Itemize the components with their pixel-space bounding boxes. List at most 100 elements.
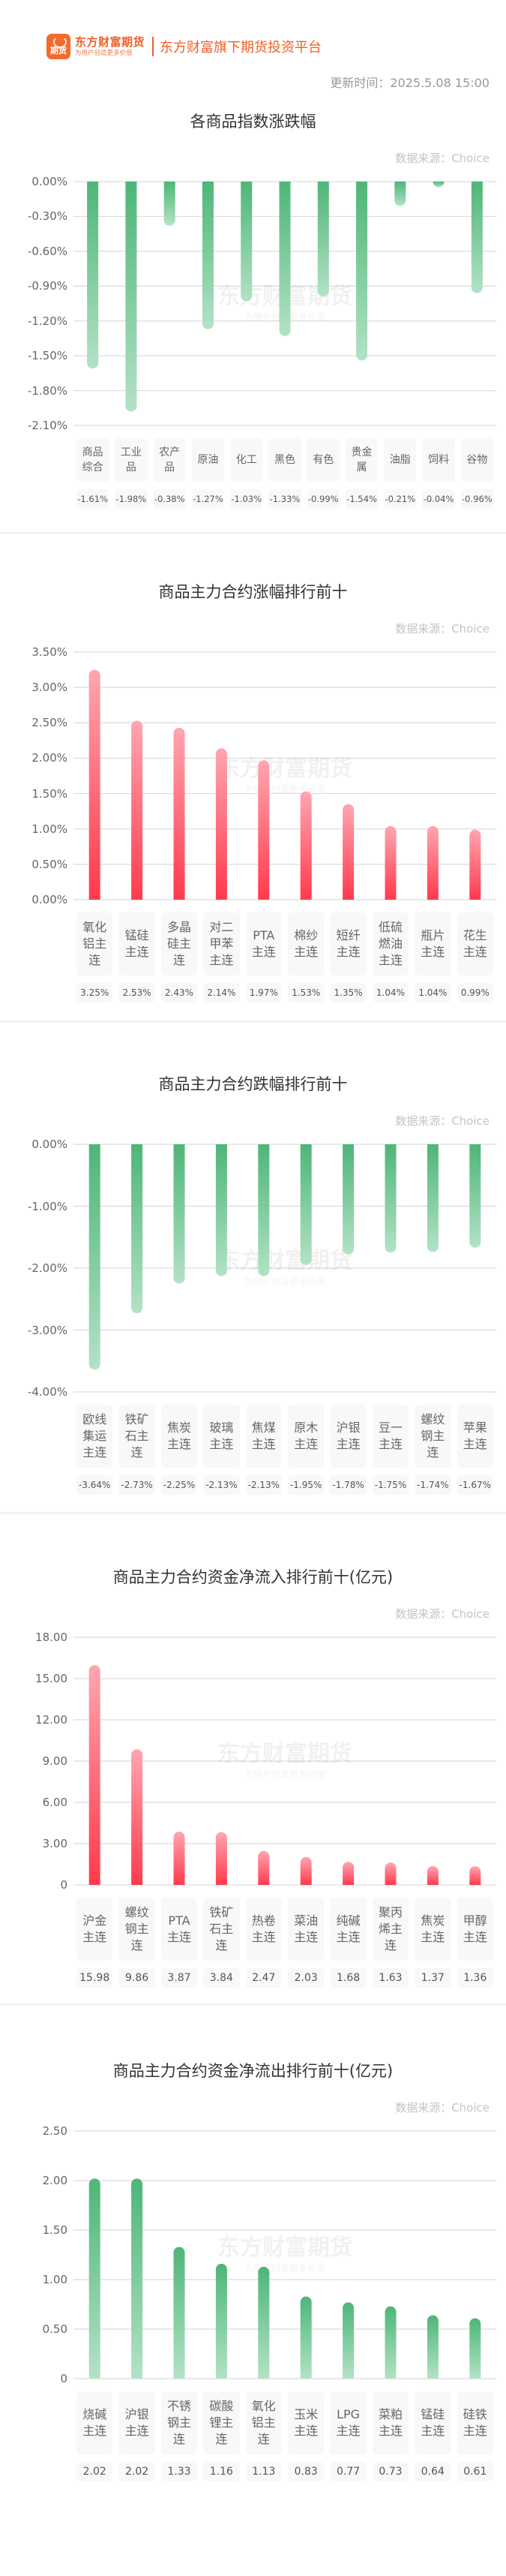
bar [279,182,291,336]
value-label: 1.36 [457,1968,493,1988]
chart-title: 商品主力合约跌幅排行前十 [158,1075,348,1093]
value-label: -0.04% [422,489,455,509]
bar [469,829,481,900]
category-label: 有色 [307,438,340,482]
value-label: -1.61% [76,489,109,509]
bar [427,1865,439,1885]
category-label: 硅铁主连 [457,2391,493,2454]
chart-title: 商品主力合约涨幅排行前十 [158,583,348,601]
section-divider [0,1020,506,1023]
y-tick-label: 15.00 [35,1672,67,1685]
category-label: 氧化铝主连 [245,2391,282,2454]
category-label: 不锈钢主连 [160,2391,198,2454]
y-tick-label: -1.80% [27,383,67,398]
bar [88,1665,100,1885]
bar [88,2178,100,2379]
category-label: 氧化铝主连 [76,912,113,975]
value-label: 1.68 [330,1968,367,1988]
category-label: 锰硅主连 [415,2391,451,2454]
section-divider [0,1512,506,1514]
chart-title: 商品主力合约资金净流入排行前十(亿元) [112,1568,394,1586]
value-label: 2.47 [245,1968,282,1988]
value-label: -2.13% [245,1475,282,1495]
category-label: 黑色 [268,438,301,482]
category-label: 玻璃主连 [203,1405,240,1468]
bar [131,2178,143,2379]
category-label: 烧碱主连 [76,2391,113,2454]
category-label: 热卷主连 [245,1898,282,1961]
bar [469,2318,481,2379]
category-label: 短纤主连 [330,912,367,975]
header-brand: 期货 东方财富期货 为用户创造更多价值 东方财富旗下期货投资平台 [46,33,322,60]
value-label: 2.02 [76,2462,113,2481]
update-time: 更新时间：2025.5.08 15:00 [330,76,490,90]
bar [300,1144,312,1265]
bar [131,1144,143,1314]
category-label: 花生主连 [457,912,493,975]
bar [356,182,368,361]
category-label: 聚丙烯主连 [372,1898,409,1961]
y-tick-label: 1.00% [31,822,67,836]
y-tick-label: 1.50% [31,786,67,801]
value-label: -0.38% [153,489,186,509]
value-label: -2.73% [118,1475,155,1495]
bar [469,1866,481,1885]
bar [427,1144,439,1252]
y-tick-label: -0.30% [27,209,67,224]
value-label: -1.67% [457,1475,493,1495]
bar [88,669,100,900]
value-label: 2.03 [288,1968,325,1988]
y-tick-label: 0.00% [31,1138,67,1151]
y-tick-label: 2.50% [31,716,67,730]
watermark: 东方财富期货 [217,1248,352,1274]
bar [258,2266,270,2379]
bar [173,727,185,900]
bar [385,1862,397,1885]
category-label: 焦煤主连 [245,1405,282,1468]
y-tick-label: -3.00% [27,1323,67,1337]
value-label: -1.75% [372,1475,409,1495]
category-label: 焦炭主连 [415,1898,451,1961]
category-label: 沪金主连 [76,1898,113,1961]
value-label: -1.33% [268,489,301,509]
value-label: -2.13% [203,1475,240,1495]
watermark: 东方财富期货 [217,1741,352,1767]
category-label: 棉纱主连 [288,912,325,975]
bar [131,720,143,900]
y-tick-label: -1.00% [27,1199,67,1213]
y-tick-label: 0.50% [31,857,67,871]
category-label: 沪银主连 [330,1405,367,1468]
y-tick-label: 18.00 [35,1631,67,1644]
category-label: 焦炭主连 [160,1405,198,1468]
value-label: 3.84 [203,1968,240,1988]
category-label: 菜粕主连 [372,2391,409,2454]
bar [215,748,227,900]
bar [427,2315,439,2379]
value-label: -1.98% [115,489,148,509]
bar [173,2247,185,2379]
bar [125,182,137,412]
y-tick-label: -1.50% [27,349,67,363]
value-label: 1.97% [245,983,282,1002]
bar [87,182,99,369]
bar [343,804,355,900]
bar [343,1862,355,1885]
value-label: 3.25% [76,983,113,1002]
y-tick-label: 2.50 [42,2124,67,2138]
data-source: 数据来源：Choice [395,152,490,165]
value-label: 2.02 [118,2462,155,2481]
y-tick-label: 3.00 [42,1837,67,1850]
brand-slogan: 为用户创造更多价值 [75,49,133,57]
value-label: 0.61 [457,2462,493,2481]
category-label: 农产品 [153,438,186,482]
value-label: -1.95% [288,1475,325,1495]
watermark-slogan: 为用户创造更多价值 [244,1769,325,1780]
y-tick-label: 0.00% [31,175,67,188]
value-label: 1.37 [415,1968,451,1988]
category-label: 碳酸锂主连 [203,2391,240,2454]
value-label: -0.21% [384,489,417,509]
value-label: -1.74% [415,1475,451,1495]
bar [427,825,439,900]
value-label: 0.64 [415,2462,451,2481]
